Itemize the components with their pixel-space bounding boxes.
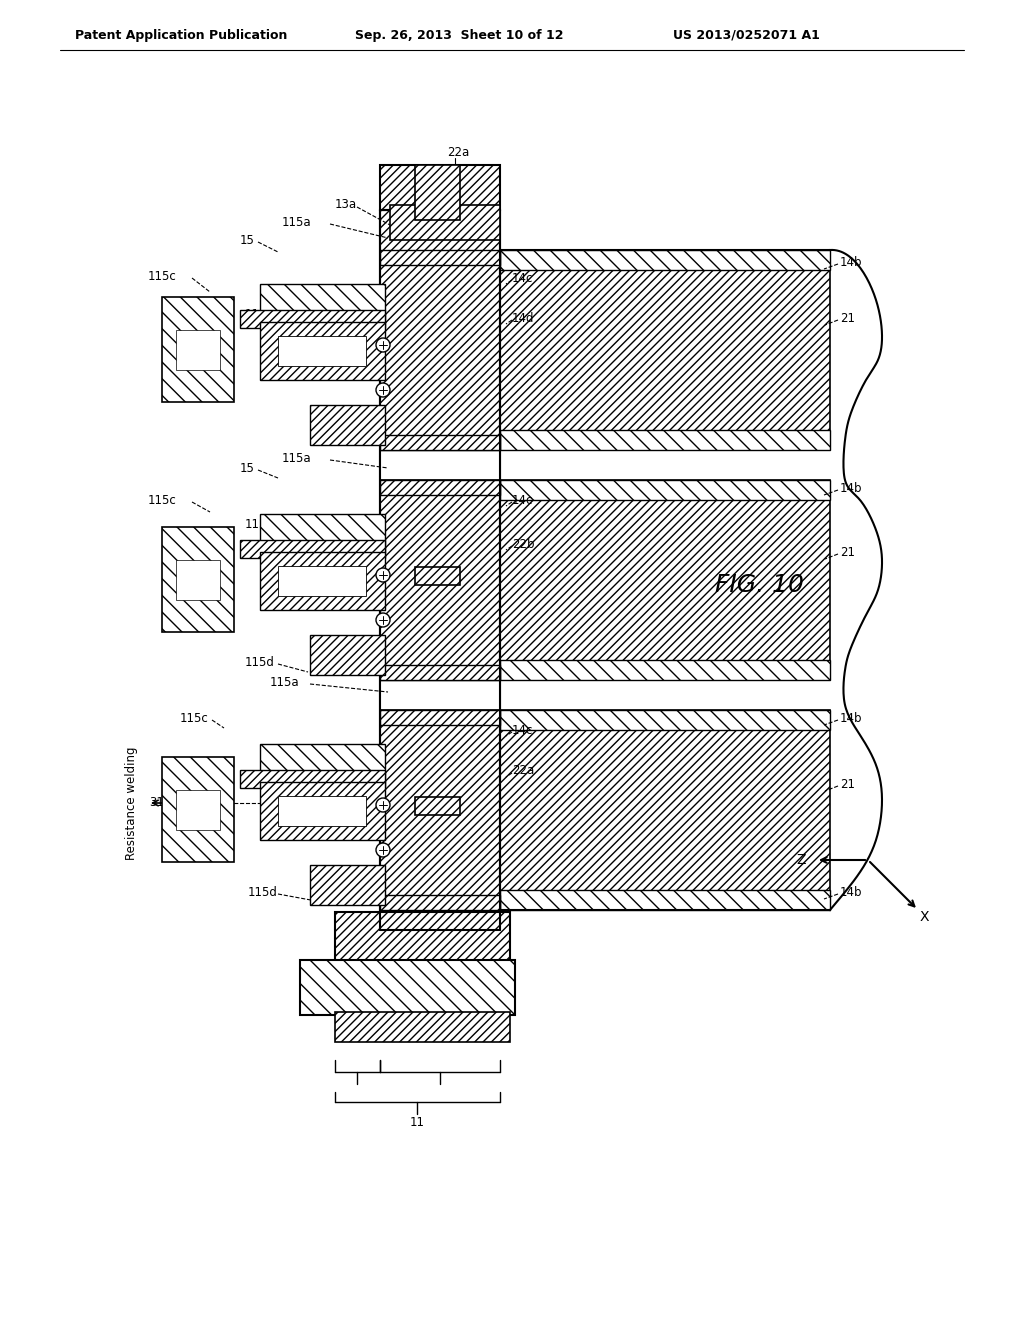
Bar [260,552,385,610]
Bar [380,480,500,495]
Text: 115c: 115c [148,269,177,282]
Text: FIG. 10: FIG. 10 [715,573,804,597]
Bar [162,527,234,632]
Bar [260,781,385,840]
Bar [176,789,220,830]
Bar [500,249,830,271]
Text: 22a: 22a [512,764,535,777]
Text: 22b: 22b [512,537,535,550]
Bar [380,895,500,909]
Bar [380,436,500,450]
Bar [310,405,385,445]
Text: 115c: 115c [148,494,177,507]
Text: 14c: 14c [512,494,534,507]
Text: 14b: 14b [840,256,862,268]
Bar [380,680,500,710]
Bar [500,710,830,909]
Bar [176,560,220,601]
Circle shape [376,338,390,352]
Bar [260,322,385,380]
Bar [335,1012,510,1041]
Circle shape [376,799,390,812]
Bar [380,665,500,680]
Bar [500,430,830,450]
Text: 115d: 115d [245,308,274,321]
Bar [300,960,515,1015]
Bar [240,770,385,788]
Bar [500,249,830,450]
Bar [500,660,830,680]
Text: 15: 15 [240,234,255,247]
Text: 21: 21 [840,545,855,558]
Bar [415,568,460,585]
Text: Sep. 26, 2013  Sheet 10 of 12: Sep. 26, 2013 Sheet 10 of 12 [355,29,563,41]
Circle shape [376,612,390,627]
Bar [278,337,366,366]
Text: 14b: 14b [840,711,862,725]
Text: 21: 21 [840,312,855,325]
Text: 115a: 115a [270,676,300,689]
Text: 21: 21 [840,777,855,791]
Circle shape [376,568,390,582]
Bar [380,210,500,931]
Bar [500,480,830,500]
Text: 15: 15 [240,462,255,474]
Bar [500,890,830,909]
Text: 13a: 13a [335,198,357,210]
Bar [162,297,234,403]
Text: Patent Application Publication: Patent Application Publication [75,29,288,41]
Text: 11: 11 [410,1115,425,1129]
Text: 14b: 14b [840,886,862,899]
Bar [380,450,500,480]
Bar [390,205,500,240]
Bar [415,165,460,220]
Bar [278,796,366,826]
Bar [310,865,385,906]
Text: 14d: 14d [512,312,535,325]
Bar [310,635,385,675]
Text: 14c: 14c [512,723,534,737]
Text: Resistance welding: Resistance welding [125,746,138,859]
Text: Z: Z [797,853,806,867]
Text: 115d: 115d [245,517,274,531]
Text: 115d: 115d [245,656,274,668]
Circle shape [376,383,390,397]
Bar [162,756,234,862]
Bar [240,540,385,558]
Text: X: X [920,909,930,924]
Bar [260,513,385,552]
Text: 14c: 14c [512,272,534,285]
Bar [380,710,500,725]
Text: 14b: 14b [840,482,862,495]
Bar [240,310,385,327]
Text: 115a: 115a [282,215,311,228]
Bar [380,249,500,265]
Text: 14: 14 [432,957,447,970]
Text: 22a: 22a [447,145,469,158]
Bar [380,165,500,210]
Text: 31: 31 [150,796,164,809]
Text: 115a: 115a [282,451,311,465]
Bar [500,710,830,730]
Bar [278,566,366,597]
Bar [260,744,385,781]
Bar [176,330,220,370]
Bar [415,797,460,814]
Text: 115c: 115c [180,711,209,725]
Bar [260,284,385,322]
Text: US 2013/0252071 A1: US 2013/0252071 A1 [673,29,820,41]
Circle shape [376,843,390,857]
Bar [500,480,830,680]
Bar [335,912,510,962]
Text: 115d: 115d [248,886,278,899]
Text: 13: 13 [349,957,365,970]
